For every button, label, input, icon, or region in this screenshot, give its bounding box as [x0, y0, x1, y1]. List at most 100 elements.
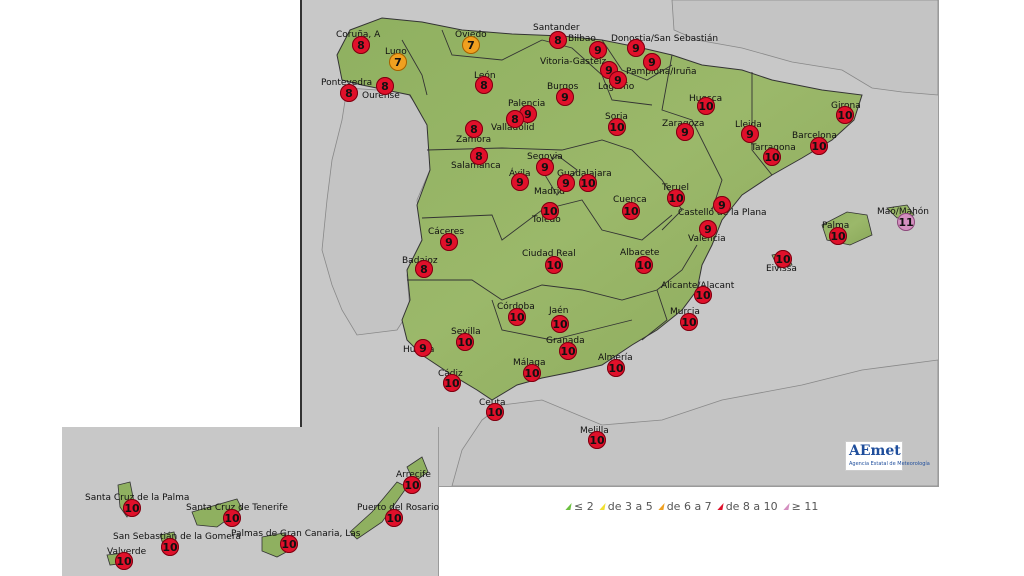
city-label: Toledo — [532, 215, 561, 225]
region-borders — [401, 29, 773, 341]
legend-item: de 8 a 10 — [717, 500, 778, 513]
peninsula-map-shapes — [321, 0, 938, 486]
uv-index-marker: 10 — [486, 403, 504, 421]
uv-index-marker: 10 — [161, 538, 179, 556]
uv-index-marker: 9 — [676, 123, 694, 141]
spain-landmass — [336, 17, 863, 401]
uv-index-marker: 9 — [556, 88, 574, 106]
uv-index-marker: 10 — [551, 315, 569, 333]
legend-swatch-icon — [717, 503, 724, 510]
uv-index-marker: 7 — [389, 53, 407, 71]
uv-index-marker: 9 — [643, 53, 661, 71]
uv-index-marker: 10 — [443, 374, 461, 392]
uv-index-marker: 10 — [579, 174, 597, 192]
legend-swatch-icon — [658, 503, 665, 510]
uv-index-marker: 10 — [456, 333, 474, 351]
city-label: Pamplona/Iruña — [626, 67, 697, 77]
legend: ≤ 2 de 3 a 5 de 6 a 7 de 8 a 10 ≥ 11 — [565, 500, 819, 513]
city-label: Barcelona — [792, 131, 837, 141]
uv-index-marker: 9 — [741, 125, 759, 143]
uv-index-marker: 8 — [340, 84, 358, 102]
city-label: Valladolid — [491, 123, 535, 133]
uv-index-marker: 10 — [559, 342, 577, 360]
city-label: Palma — [822, 221, 850, 231]
legend-item: de 6 a 7 — [658, 500, 712, 513]
city-label: Jaén — [549, 306, 569, 316]
city-label: San Sebastián de la Gomera — [113, 532, 242, 542]
city-label: Arrecife — [396, 470, 431, 480]
legend-swatch-icon — [599, 503, 606, 510]
city-label: Eivissa — [766, 264, 797, 274]
city-label: Lugo — [385, 47, 407, 57]
logo-wordmark: AEmet — [849, 443, 901, 459]
city-label: Vitoria-Gasteiz — [540, 57, 607, 67]
city-label: Albacete — [620, 248, 660, 258]
city-label: Granada — [546, 336, 585, 346]
city-label: Soria — [605, 112, 628, 122]
city-label: Bilbao — [568, 34, 596, 44]
legend-item: ≥ 11 — [783, 500, 819, 513]
city-label: Segovia — [527, 152, 563, 162]
uv-index-marker: 10 — [635, 256, 653, 274]
legend-swatch-icon — [565, 503, 572, 510]
city-label: Valencia — [688, 234, 726, 244]
legend-label: ≥ 11 — [791, 500, 819, 513]
city-label: Salamanca — [451, 161, 501, 171]
city-label: Puerto del Rosario — [357, 503, 439, 513]
legend-label: de 3 a 5 — [607, 500, 653, 513]
uv-index-marker: 10 — [836, 106, 854, 124]
uv-index-marker: 10 — [829, 227, 847, 245]
city-label: Pontevedra — [321, 78, 373, 88]
uv-index-marker: 8 — [465, 120, 483, 138]
uv-index-marker: 10 — [622, 202, 640, 220]
legend-swatch-icon — [783, 503, 790, 510]
uv-index-marker: 8 — [376, 77, 394, 95]
uv-index-marker: 8 — [549, 31, 567, 49]
uv-index-marker: 8 — [470, 147, 488, 165]
city-label: Zamora — [456, 135, 492, 145]
city-label: Almería — [598, 353, 633, 363]
uv-index-marker: 10 — [680, 313, 698, 331]
uv-index-marker: 10 — [608, 118, 626, 136]
uv-index-marker: 9 — [536, 158, 554, 176]
city-label: Donostia/San Sebastián — [611, 34, 719, 44]
uv-index-marker: 10 — [541, 202, 559, 220]
city-label: Cáceres — [428, 227, 465, 237]
uv-index-marker: 9 — [699, 220, 717, 238]
uv-index-marker: 8 — [352, 36, 370, 54]
panel-divider — [300, 0, 302, 428]
city-label: Teruel — [662, 183, 689, 193]
city-label: Palencia — [508, 99, 546, 109]
uv-index-marker: 10 — [545, 256, 563, 274]
city-label: Murcia — [670, 307, 700, 317]
city-label: Santa Cruz de Tenerife — [186, 503, 288, 513]
legend-item: de 3 a 5 — [599, 500, 653, 513]
legend-label: de 6 a 7 — [666, 500, 712, 513]
city-label: Coruña, A — [336, 30, 381, 40]
uv-index-marker: 9 — [511, 173, 529, 191]
africa-landmass — [451, 359, 938, 486]
legend-item: ≤ 2 — [565, 500, 594, 513]
city-label: Palmas de Gran Canaria, Las — [231, 529, 361, 539]
uv-index-marker: 10 — [697, 97, 715, 115]
uv-index-marker: 10 — [508, 308, 526, 326]
uv-index-marker: 7 — [462, 36, 480, 54]
uv-index-marker: 10 — [280, 535, 298, 553]
uv-index-marker: 9 — [557, 174, 575, 192]
logo-subtitle: Agencia Estatal de Meteorología — [849, 461, 930, 467]
uv-index-marker: 8 — [506, 110, 524, 128]
city-label: Maó/Mahón — [877, 207, 930, 217]
city-label: Córdoba — [497, 302, 535, 312]
uv-index-marker: 9 — [414, 339, 432, 357]
aemet-logo: AEmet Agencia Estatal de Meteorología — [845, 441, 930, 471]
legend-label: ≤ 2 — [574, 500, 594, 513]
city-label: Oviedo — [455, 30, 487, 40]
uv-index-marker: 10 — [810, 137, 828, 155]
uv-index-marker: 9 — [609, 71, 627, 89]
city-label: Burgos — [547, 82, 579, 92]
city-label: Santander — [533, 23, 580, 33]
city-label: Madrid — [534, 187, 565, 197]
uv-index-marker: 10 — [223, 509, 241, 527]
city-label: Cuenca — [613, 195, 647, 205]
city-label: Santa Cruz de la Palma — [85, 493, 190, 503]
